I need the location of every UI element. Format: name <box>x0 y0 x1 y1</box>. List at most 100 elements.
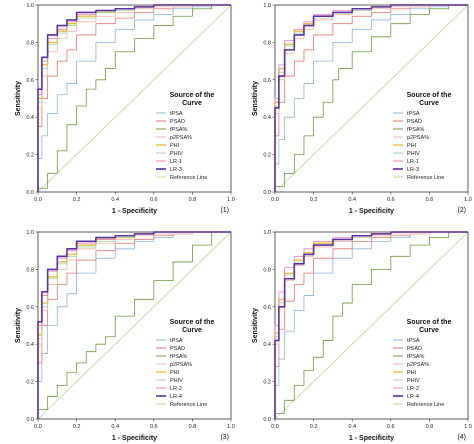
y-tick-label: 0.2 <box>263 380 271 386</box>
legend-entry: Reference Line <box>170 402 207 408</box>
legend-entry: LR-1 <box>170 159 182 165</box>
legend-entry: p2PSA% <box>407 362 429 368</box>
legend-entry: tPSA <box>170 338 183 344</box>
y-tick-label: 0.6 <box>263 305 271 311</box>
y-tick-label: 0.0 <box>263 417 271 423</box>
legend-entry: PHIV <box>170 378 183 384</box>
legend-entry: PHIV <box>170 151 183 157</box>
legend-entry: Reference Line <box>170 175 207 181</box>
y-tick-label: 0.6 <box>26 78 34 84</box>
y-tick-label: 0.4 <box>26 115 34 121</box>
series-line-tpsa <box>37 4 231 192</box>
x-tick-label: 0.0 <box>271 424 279 430</box>
series-line-reference-line <box>274 4 469 193</box>
roc-panel-3: 0.0 0.2 0.4 0.6 0.8 1.0 0.0 0.2 0.4 0.6 0.8 1.0 1 - … <box>15 230 235 442</box>
series-line-fpsa- <box>274 4 468 192</box>
x-tick-label: 0.4 <box>111 197 119 203</box>
legend-entry: PHIV <box>407 151 420 157</box>
series-line-fpsa- <box>37 231 231 419</box>
legend-entry: PHI <box>407 143 417 149</box>
x-tick-label: 0.6 <box>387 424 395 430</box>
legend-entry: PHI <box>170 370 180 376</box>
panel-label: (1) <box>220 207 229 214</box>
legend-entry: LR-3 <box>407 167 419 173</box>
x-tick-label: 0.0 <box>34 424 42 430</box>
x-tick-label: 0.8 <box>189 424 197 430</box>
legend-entry: PHIV <box>407 378 420 384</box>
y-tick-label: 0.6 <box>263 78 271 84</box>
legend-entry: p2PSA% <box>170 362 192 368</box>
legend-title: Source of the Curve <box>407 92 452 107</box>
legend-title: Source of the Curve <box>170 92 215 107</box>
y-tick-label: 0.2 <box>26 380 34 386</box>
x-tick-label: 0.0 <box>271 197 279 203</box>
x-tick-label: 1.0 <box>464 197 472 203</box>
x-tick-label: 0.4 <box>348 424 356 430</box>
legend-entry: LR-4 <box>170 394 182 400</box>
legend-entry: fPSA% <box>170 127 188 133</box>
legend-entry: PSAD <box>170 346 185 352</box>
legend-entry: LR-2 <box>407 386 419 392</box>
x-tick-label: 0.8 <box>426 424 434 430</box>
x-tick-label: 0.4 <box>111 424 119 430</box>
x-tick-label: 0.0 <box>34 197 42 203</box>
legend-entry: Reference Line <box>407 402 444 408</box>
x-tick-label: 0.8 <box>189 197 197 203</box>
y-tick-label: 0.2 <box>26 153 34 159</box>
y-tick-label: 0.4 <box>263 342 271 348</box>
roc-panel-1: 0.0 0.2 0.4 0.6 0.8 1.0 0.0 0.2 0.4 0.6 0.8 1.0 1 - … <box>15 3 235 215</box>
y-tick-label: 1.0 <box>263 230 271 236</box>
panel-label: (2) <box>457 207 466 214</box>
legend-entry: tPSA <box>170 111 183 117</box>
roc-panel-2: 0.0 0.2 0.4 0.6 0.8 1.0 0.0 0.2 0.4 0.6 0.8 1.0 1 - … <box>252 3 472 215</box>
x-tick-label: 0.6 <box>150 424 158 430</box>
legend-entry: LR-3 <box>170 167 182 173</box>
legend-entry: Reference Line <box>407 175 444 181</box>
x-tick-label: 0.6 <box>387 197 395 203</box>
series-line-reference-line <box>274 231 469 420</box>
panel-label: (3) <box>220 434 229 441</box>
legend-title: Source of the Curve <box>407 319 452 334</box>
series-line-reference-line <box>37 231 232 420</box>
x-axis-title: 1 - Specificity <box>112 435 157 442</box>
legend-entry: tPSA <box>407 338 420 344</box>
y-tick-label: 0.0 <box>263 190 271 196</box>
series-line-tpsa <box>274 4 468 192</box>
y-tick-label: 0.8 <box>26 40 34 46</box>
legend-entry: PSAD <box>407 119 422 125</box>
legend-entry: PSAD <box>170 119 185 125</box>
legend-entry: PSAD <box>407 346 422 352</box>
roc-panel-4: 0.0 0.2 0.4 0.6 0.8 1.0 0.0 0.2 0.4 0.6 0.8 1.0 1 - … <box>252 230 472 442</box>
x-axis-title: 1 - Specificity <box>349 435 394 442</box>
y-tick-label: 0.0 <box>26 190 34 196</box>
legend-title: Source of the Curve <box>170 319 215 334</box>
y-axis-title: Sensitivity <box>15 81 22 116</box>
x-tick-label: 1.0 <box>464 424 472 430</box>
legend-entry: LR-2 <box>170 386 182 392</box>
x-tick-label: 0.4 <box>348 197 356 203</box>
series-line-lr-4 <box>274 231 468 419</box>
x-tick-label: 1.0 <box>227 197 235 203</box>
x-tick-label: 1.0 <box>227 424 235 430</box>
y-tick-label: 0.8 <box>263 40 271 46</box>
y-axis-title: Sensitivity <box>252 81 259 116</box>
y-tick-label: 0.4 <box>26 342 34 348</box>
x-tick-label: 0.2 <box>310 197 318 203</box>
series-line-lr-3 <box>274 4 468 192</box>
x-axis-title: 1 - Specificity <box>349 208 394 215</box>
y-tick-label: 0.8 <box>26 267 34 273</box>
legend-entry: LR-4 <box>407 394 419 400</box>
series-line-fpsa- <box>274 231 468 419</box>
y-tick-label: 0.8 <box>263 267 271 273</box>
series-line-reference-line <box>37 4 232 193</box>
y-tick-label: 1.0 <box>26 3 34 9</box>
y-axis-title: Sensitivity <box>252 308 259 343</box>
y-tick-label: 1.0 <box>26 230 34 236</box>
x-tick-label: 0.2 <box>310 424 318 430</box>
legend-entry: LR-1 <box>407 159 419 165</box>
y-axis-title: Sensitivity <box>15 308 22 343</box>
legend-entry: PHI <box>170 143 180 149</box>
x-tick-label: 0.8 <box>426 197 434 203</box>
legend-entry: p2PSA% <box>407 135 429 141</box>
